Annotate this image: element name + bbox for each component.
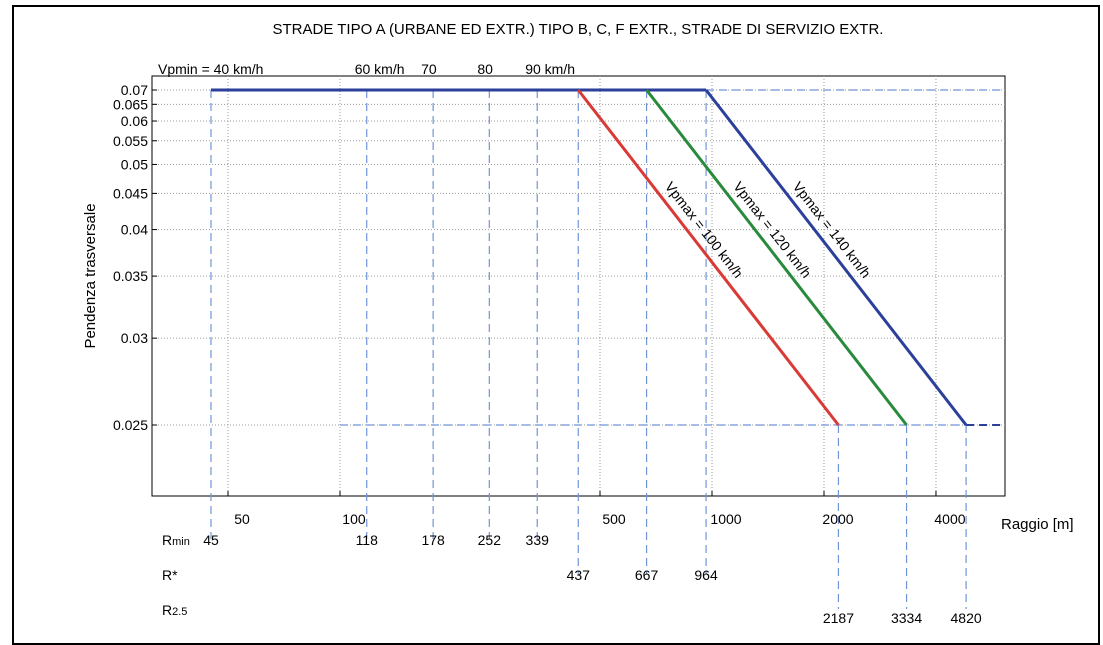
radius-value: 45: [203, 532, 219, 548]
radius-rows: Rmin 45 118 178 252 339 R* 437 667 964 R2.5 2187 333…: [162, 532, 982, 623]
series-line: [577, 89, 840, 426]
x-tick-label: 4000: [934, 511, 965, 527]
guide-lines: [210, 89, 1005, 609]
y-tick-label: 0.05: [121, 156, 148, 172]
radius-value: 3334: [891, 610, 922, 623]
tick-labels: 0.025 0.03 0.035 0.04 0.045 0.05 0.055 0.060.06…: [113, 82, 966, 527]
x-tick-label: 500: [602, 511, 626, 527]
y-tick-label: 0.03: [121, 330, 148, 346]
series-line: [645, 89, 908, 426]
radius-value: 964: [694, 567, 718, 583]
radius-value: 178: [421, 532, 445, 548]
speed-label: Vpmin = 40 km/h: [158, 61, 263, 77]
x-tick-label: 2000: [822, 511, 853, 527]
speed-label: 70: [421, 61, 437, 77]
y-tick-label: 0.04: [121, 222, 148, 238]
row-label: Rmin: [162, 532, 190, 548]
speed-labels: Vpmin = 40 km/h 60 km/h 70 80 90 km/h: [158, 61, 575, 77]
radius-value: 4820: [951, 610, 982, 623]
speed-label: 80: [477, 61, 493, 77]
chart-title: STRADE TIPO A (URBANE ED EXTR.) TIPO B, …: [273, 21, 884, 38]
series-lines: [210, 88, 1005, 426]
row-label: R2.5: [162, 602, 187, 618]
speed-label: 90 km/h: [525, 61, 575, 77]
y-tick-label: 0.035: [113, 268, 148, 284]
radius-value: 437: [567, 567, 591, 583]
radius-value: 339: [526, 532, 550, 548]
y-tick-label: 0.045: [113, 185, 148, 201]
y-tick-label: 0.06: [121, 113, 148, 129]
x-axis-label: Raggio [m]: [1001, 516, 1074, 533]
x-tick-label: 100: [342, 511, 366, 527]
y-tick-label: 0.065: [113, 96, 148, 112]
radius-value: 252: [478, 532, 502, 548]
x-tick-label: 1000: [710, 511, 741, 527]
y-tick-label: 0.055: [113, 133, 148, 149]
row-label: R*: [162, 567, 178, 583]
y-tick-label: 0.07: [121, 82, 148, 98]
radius-value: 118: [356, 532, 379, 548]
radius-value: 667: [635, 567, 659, 583]
y-tick-label: 0.025: [113, 417, 148, 433]
chart: STRADE TIPO A (URBANE ED EXTR.) TIPO B, …: [82, 21, 1074, 623]
x-tick-label: 50: [234, 511, 250, 527]
speed-label: 60 km/h: [355, 61, 405, 77]
y-axis-label: Pendenza trasversale: [82, 203, 99, 348]
radius-value: 2187: [823, 610, 854, 623]
series-line: [704, 89, 968, 426]
